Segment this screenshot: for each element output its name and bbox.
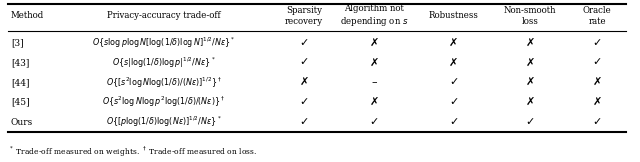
Text: ✗: ✗	[525, 58, 535, 67]
Text: [43]: [43]	[11, 58, 29, 67]
Text: ✗: ✗	[593, 97, 602, 107]
Text: Sparsity
recovery: Sparsity recovery	[285, 6, 323, 26]
Text: ✗: ✗	[525, 38, 535, 48]
Text: ✓: ✓	[300, 38, 308, 48]
Text: ✗: ✗	[369, 97, 379, 107]
Text: $O\{s^2\log N\log p^2\log(1/\delta)/(N\epsilon)\}^\dagger$: $O\{s^2\log N\log p^2\log(1/\delta)/(N\e…	[102, 95, 225, 109]
Text: ✓: ✓	[593, 38, 602, 48]
Text: ✗: ✗	[449, 58, 458, 67]
Text: Algorithm not
depending on $s$: Algorithm not depending on $s$	[340, 4, 408, 28]
Text: $O\{s|\log(1/\delta)\log p|^{1/2}/N\epsilon\}^*$: $O\{s|\log(1/\delta)\log p|^{1/2}/N\epsi…	[112, 55, 216, 70]
Text: ✓: ✓	[593, 117, 602, 127]
Text: [45]: [45]	[11, 98, 29, 107]
Text: Oracle
rate: Oracle rate	[583, 6, 612, 26]
Text: Ours: Ours	[11, 118, 33, 127]
Text: ✓: ✓	[369, 117, 379, 127]
Text: ✓: ✓	[300, 97, 308, 107]
Text: ✓: ✓	[300, 117, 308, 127]
Text: ✓: ✓	[449, 77, 458, 87]
Text: ✓: ✓	[525, 117, 535, 127]
Text: ✓: ✓	[449, 117, 458, 127]
Text: ✓: ✓	[449, 97, 458, 107]
Text: ✗: ✗	[300, 77, 308, 87]
Text: $^*$ Trade-off measured on weights. $^\dagger$ Trade-off measured on loss.: $^*$ Trade-off measured on weights. $^\d…	[8, 144, 257, 159]
Text: Non-smooth
loss: Non-smooth loss	[504, 6, 557, 26]
Text: [44]: [44]	[11, 78, 29, 87]
Text: ✗: ✗	[525, 97, 535, 107]
Text: ✗: ✗	[369, 58, 379, 67]
Text: $O\{[s^2\log N\log(1/\delta)/(N\epsilon)]^{1/2}\}^\dagger$: $O\{[s^2\log N\log(1/\delta)/(N\epsilon)…	[106, 75, 222, 90]
Text: ✗: ✗	[369, 38, 379, 48]
Text: Robustness: Robustness	[429, 11, 479, 20]
Text: –: –	[371, 77, 377, 87]
Text: Privacy-accuracy trade-off: Privacy-accuracy trade-off	[107, 11, 221, 20]
Text: $O\{[p\log(1/\delta)\log(N\epsilon)]^{1/2}/N\epsilon\}^*$: $O\{[p\log(1/\delta)\log(N\epsilon)]^{1/…	[106, 115, 221, 129]
Text: ✓: ✓	[300, 58, 308, 67]
Text: ✗: ✗	[525, 77, 535, 87]
Text: Method: Method	[11, 11, 44, 20]
Text: [3]: [3]	[11, 38, 24, 47]
Text: ✓: ✓	[593, 58, 602, 67]
Text: $O\{s\log p\log N[\log(1/\delta)\log N]^{1/2}/N\epsilon\}^*$: $O\{s\log p\log N[\log(1/\delta)\log N]^…	[92, 35, 236, 50]
Text: ✗: ✗	[449, 38, 458, 48]
Text: ✗: ✗	[593, 77, 602, 87]
